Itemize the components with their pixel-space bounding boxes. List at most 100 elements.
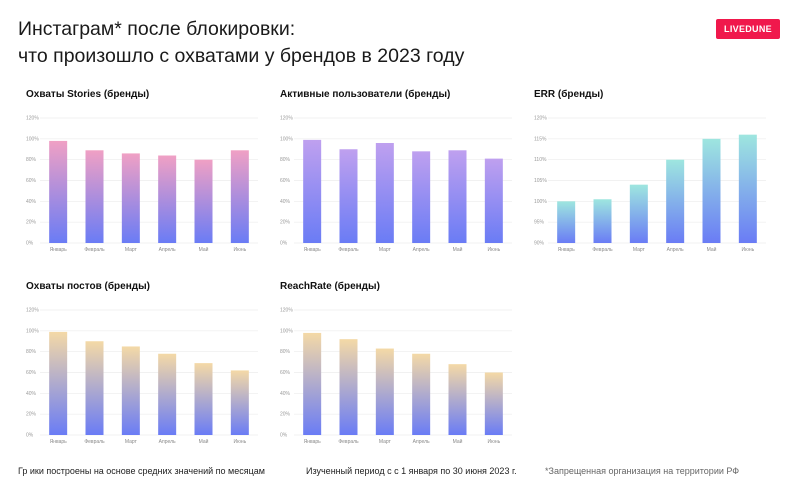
bar-1	[49, 140, 68, 243]
bar-6	[230, 150, 249, 243]
bar-1	[557, 201, 576, 243]
x-tick-label: Февраль	[338, 439, 359, 445]
y-tick-label: 105%	[534, 178, 547, 184]
bar-4	[158, 353, 177, 435]
x-tick-label: Апрель	[413, 247, 430, 253]
livedune-logo: LIVEDUNE	[716, 19, 780, 39]
x-tick-label: Май	[707, 246, 717, 253]
x-tick-label: Март	[633, 247, 646, 253]
x-tick-label: Март	[125, 247, 138, 253]
bar-6	[738, 134, 757, 243]
chart-svg: Активные пользователи (бренды) 0% 20% 40% 60…	[280, 88, 512, 253]
bar-4	[412, 151, 431, 243]
bar-1	[49, 331, 68, 435]
bar-4	[412, 353, 431, 435]
x-tick-label: Февраль	[592, 247, 613, 253]
footer-note-charts: Гр ики построены на основе средних значе…	[18, 466, 265, 476]
y-tick-label: 40%	[280, 391, 291, 397]
bar-5	[702, 138, 721, 243]
y-tick-label: 120%	[280, 308, 293, 314]
y-tick-label: 80%	[26, 349, 37, 355]
y-tick-label: 100%	[534, 199, 547, 205]
x-tick-label: Апрель	[159, 247, 176, 253]
chart-svg: ReachRate (бренды) 0% 20% 40% 60% 80% 100% 120%…	[280, 280, 512, 445]
x-tick-label: Апрель	[667, 247, 684, 253]
chart-title: Активные пользователи (бренды)	[280, 88, 450, 100]
y-tick-label: 120%	[26, 308, 39, 314]
y-tick-label: 40%	[26, 391, 37, 397]
bar-1	[303, 139, 322, 243]
x-tick-label: Май	[453, 246, 463, 253]
x-tick-label: Июнь	[233, 439, 246, 445]
x-tick-label: Июнь	[487, 439, 500, 445]
bar-5	[448, 364, 467, 435]
bar-5	[194, 363, 213, 435]
x-tick-label: Январь	[50, 439, 68, 445]
x-tick-label: Январь	[50, 247, 68, 253]
y-tick-label: 60%	[26, 178, 37, 184]
y-tick-label: 80%	[26, 157, 37, 163]
y-tick-label: 60%	[280, 178, 291, 184]
x-tick-label: Апрель	[413, 439, 430, 445]
x-tick-label: Июнь	[233, 247, 246, 253]
y-tick-label: 0%	[26, 241, 34, 247]
y-tick-label: 100%	[280, 328, 293, 334]
bar-3	[629, 184, 648, 243]
x-tick-label: Февраль	[338, 247, 359, 253]
y-tick-label: 0%	[280, 241, 288, 247]
y-tick-label: 80%	[280, 157, 291, 163]
x-tick-label: Май	[453, 438, 463, 445]
x-tick-label: Июнь	[487, 247, 500, 253]
x-tick-label: Январь	[304, 439, 322, 445]
chart-title: ReachRate (бренды)	[280, 280, 380, 292]
y-tick-label: 0%	[26, 433, 34, 439]
x-tick-label: Май	[199, 438, 209, 445]
y-tick-label: 100%	[280, 136, 293, 142]
bar-2	[339, 339, 358, 435]
bar-2	[85, 150, 104, 243]
x-tick-label: Март	[379, 247, 392, 253]
bar-4	[666, 159, 685, 243]
y-tick-label: 20%	[280, 412, 291, 418]
y-tick-label: 20%	[26, 412, 37, 418]
y-tick-label: 95%	[534, 220, 545, 226]
bar-3	[121, 153, 140, 243]
y-tick-label: 110%	[534, 157, 547, 163]
bar-2	[85, 341, 104, 435]
chart-active-users: Активные пользователи (бренды) 0% 20% 40% 60…	[280, 86, 520, 256]
title-line-1: Инстаграм* после блокировки:	[18, 18, 296, 40]
chart-svg: Охваты постов (бренды) 0% 20% 40% 60% 80% 100%…	[26, 280, 258, 445]
y-tick-label: 80%	[280, 349, 291, 355]
y-tick-label: 115%	[534, 136, 547, 142]
chart-posts-reach: Охваты постов (бренды) 0% 20% 40% 60% 80% 100%…	[26, 278, 266, 448]
chart-stories-reach: Охваты Stories (бренды) 0% 20% 40% 60% 80% 100…	[26, 86, 266, 256]
page-title: Инстаграм* после блокировки: что произош…	[18, 16, 464, 70]
bar-6	[230, 370, 249, 435]
chart-reachrate: ReachRate (бренды) 0% 20% 40% 60% 80% 100% 120%…	[280, 278, 520, 448]
y-tick-label: 20%	[26, 220, 37, 226]
bar-6	[484, 372, 503, 435]
footer-note-period: Изученный период с с 1 января по 30 июня…	[306, 466, 517, 476]
footer-note-disclaimer: *Запрещенная организация на территории Р…	[545, 466, 740, 476]
x-tick-label: Февраль	[84, 439, 105, 445]
x-tick-label: Март	[379, 439, 392, 445]
chart-title: Охваты постов (бренды)	[26, 280, 150, 292]
bar-4	[158, 155, 177, 243]
title-line-2: что произошло с охватами у брендов в 202…	[18, 45, 465, 67]
x-tick-label: Май	[199, 246, 209, 253]
y-tick-label: 40%	[26, 199, 37, 205]
y-tick-label: 100%	[26, 136, 39, 142]
bar-2	[593, 199, 612, 243]
x-tick-label: Январь	[304, 247, 322, 253]
y-tick-label: 60%	[26, 370, 37, 376]
y-tick-label: 100%	[26, 328, 39, 334]
x-tick-label: Март	[125, 439, 138, 445]
bar-5	[194, 159, 213, 243]
y-tick-label: 120%	[26, 116, 39, 122]
chart-err: ERR (бренды) 90% 95% 100% 105% 110% 115% 120% Ян…	[534, 86, 774, 256]
y-tick-label: 120%	[534, 116, 547, 122]
bar-3	[375, 348, 394, 435]
y-tick-label: 120%	[280, 116, 293, 122]
x-tick-label: Январь	[558, 247, 576, 253]
chart-title: Охваты Stories (бренды)	[26, 88, 149, 100]
